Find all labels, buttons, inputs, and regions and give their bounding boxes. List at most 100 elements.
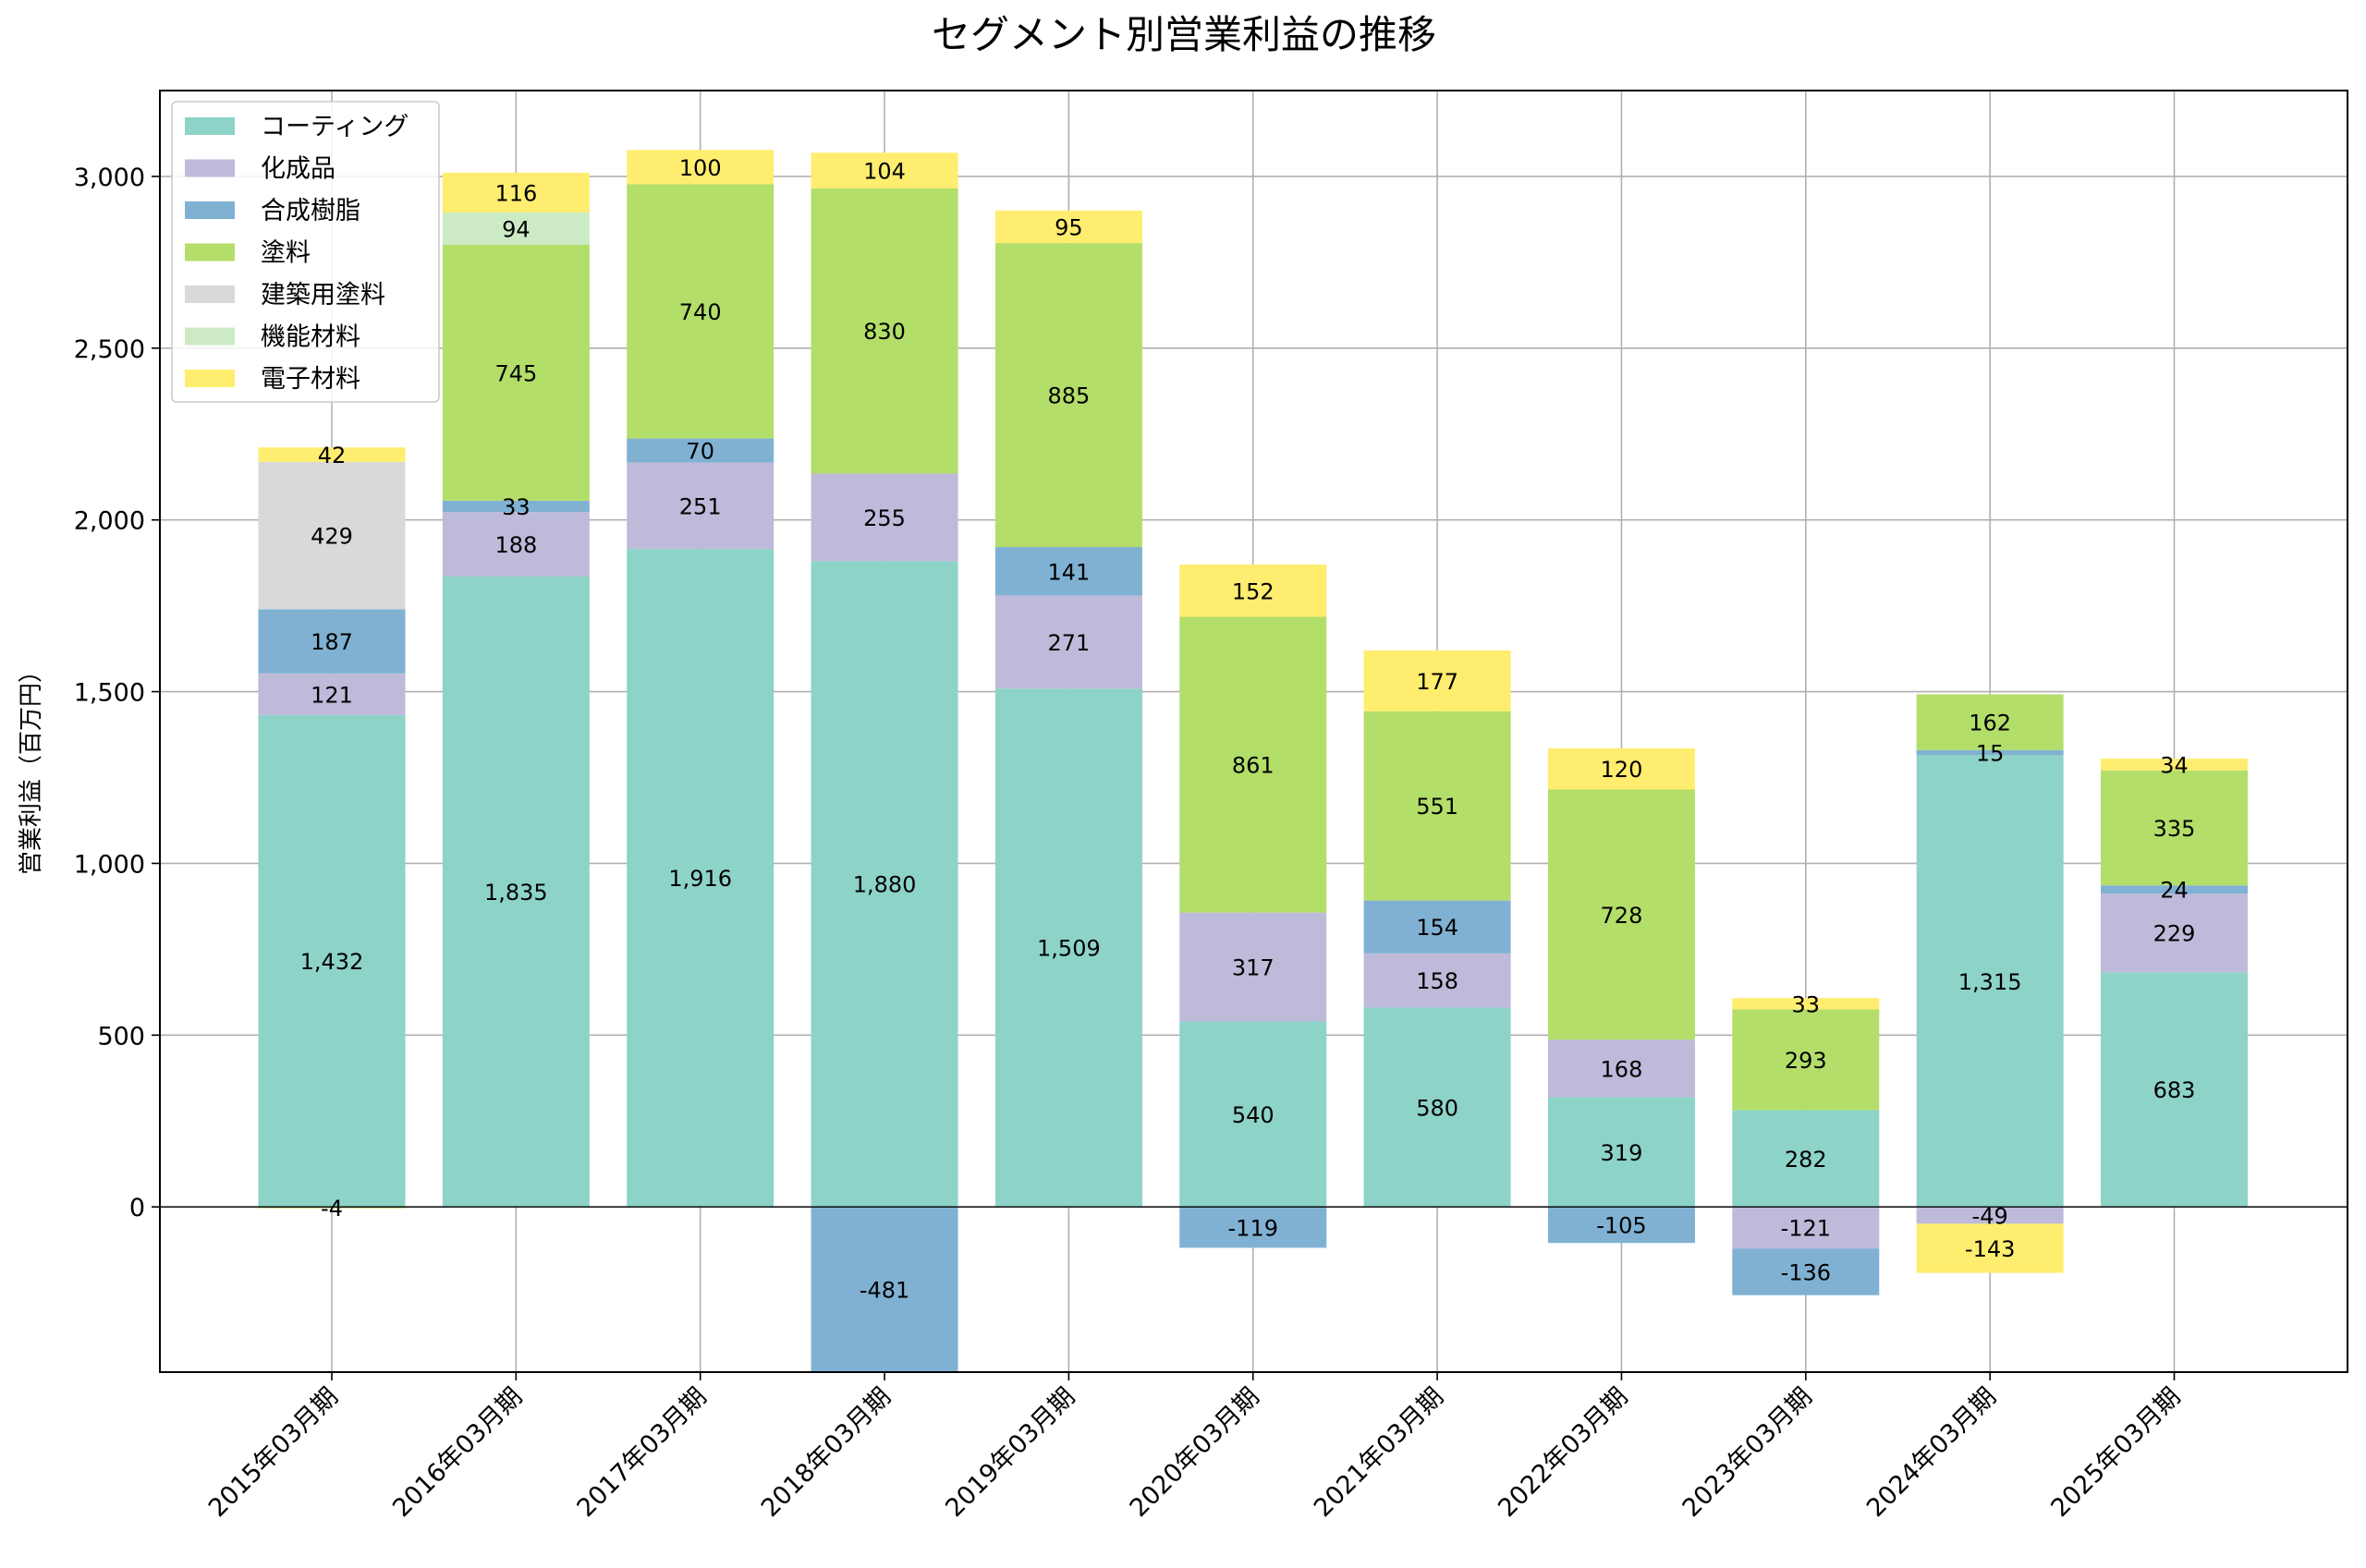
bar-value-label: -481 (860, 1278, 909, 1304)
bar-segment (1732, 1110, 1880, 1208)
bar-segment (258, 1207, 406, 1209)
bar-value-label: 1,315 (1958, 969, 2022, 995)
bar-segment (1547, 1097, 1695, 1208)
bar-value-label: 1,835 (484, 880, 548, 906)
legend-swatch (185, 117, 235, 135)
bar-segment (811, 188, 958, 474)
bar-value-label: 1,880 (853, 872, 917, 898)
bar-segment (1363, 1007, 1511, 1208)
bar-value-label: -4 (321, 1196, 343, 1222)
bar-value-label: 229 (2153, 921, 2196, 947)
bar-segment (1547, 1207, 1695, 1244)
bar-value-label: -49 (1972, 1203, 2008, 1229)
bar-segment (811, 152, 958, 188)
bar-segment (627, 548, 774, 1208)
bar-value-label: 885 (1047, 383, 1090, 409)
x-tick-label: 2025年03月期 (2045, 1382, 2186, 1523)
bar-segment (1363, 900, 1511, 954)
bar-value-label: -119 (1228, 1215, 1278, 1241)
bar-segment (1363, 711, 1511, 901)
bar-segment (258, 673, 406, 715)
bar-segment (1732, 1009, 1880, 1111)
legend-swatch (185, 370, 235, 387)
bar-value-label: 121 (311, 682, 353, 708)
bar-segment (442, 172, 590, 213)
bar-segment (1732, 1207, 1880, 1249)
y-tick-label: 2,500 (74, 335, 145, 364)
bar-value-label: 34 (2160, 752, 2189, 778)
x-tick-label: 2022年03月期 (1493, 1382, 1633, 1523)
bar-value-label: 104 (863, 159, 906, 185)
x-tick-label: 2018年03月期 (756, 1382, 896, 1523)
bar-value-label: 152 (1232, 578, 1274, 604)
bar-segment (627, 150, 774, 185)
legend-swatch (185, 286, 235, 303)
bar-segment (811, 561, 958, 1208)
bar-segment (2101, 885, 2248, 894)
bar-value-label: 24 (2160, 878, 2189, 904)
bar-segment (994, 595, 1142, 689)
x-tick-label: 2017年03月期 (572, 1382, 713, 1523)
bar-value-label: 1,509 (1037, 936, 1101, 962)
y-tick-label: 1,500 (74, 679, 145, 708)
bar-segment (442, 244, 590, 501)
bar-value-label: 580 (1416, 1095, 1458, 1121)
bar-value-label: 255 (863, 505, 906, 531)
bar-segment (1363, 953, 1511, 1008)
bar-value-label: 551 (1416, 794, 1458, 820)
bar-value-label: 94 (502, 216, 531, 242)
bar-value-label: -105 (1596, 1213, 1646, 1239)
bar-value-label: 187 (311, 629, 353, 655)
bar-segment (1547, 748, 1695, 790)
bar-segment (2101, 972, 2248, 1208)
bar-segment (1179, 565, 1327, 617)
bar-segment (994, 243, 1142, 548)
bar-segment (442, 500, 590, 513)
bar-segment (1916, 1207, 2064, 1224)
bar-value-label: 188 (494, 532, 537, 558)
legend-box (171, 101, 440, 403)
x-tick-label: 2016年03月期 (387, 1382, 528, 1523)
x-tick-label: 2020年03月期 (1125, 1382, 1265, 1523)
legend-swatch (185, 327, 235, 346)
bars-layer (258, 150, 2248, 1372)
bar-segment (1732, 998, 1880, 1010)
bar-value-label: 683 (2153, 1077, 2196, 1103)
bar-segment (1179, 1021, 1327, 1208)
bar-value-label: 168 (1601, 1056, 1643, 1082)
bar-segment (627, 438, 774, 463)
bar-segment (1179, 616, 1327, 913)
bar-segment (627, 184, 774, 439)
bar-value-label: 42 (318, 443, 347, 468)
bar-value-label: 1,432 (300, 949, 364, 975)
bar-value-label: 162 (1969, 711, 2011, 736)
legend-label: 合成樹脂 (261, 197, 360, 225)
bar-segment (994, 210, 1142, 244)
x-tick-label: 2021年03月期 (1309, 1382, 1449, 1523)
legend-label: 塗料 (261, 239, 311, 268)
y-tick-label: 500 (97, 1022, 145, 1051)
bar-value-label: -143 (1965, 1236, 2015, 1262)
bar-value-label: 540 (1232, 1102, 1274, 1128)
bar-segment (2101, 770, 2248, 886)
y-tick-label: 1,000 (74, 850, 145, 879)
legend-label: コーティング (261, 113, 409, 141)
bar-value-label: 317 (1232, 955, 1274, 981)
bar-value-label: 95 (1055, 214, 1083, 240)
bar-value-label: 100 (679, 155, 722, 181)
bar-value-label: 745 (494, 360, 537, 386)
bar-value-label: 120 (1601, 757, 1643, 783)
bar-segment (2101, 759, 2248, 771)
bar-value-label: 33 (1792, 991, 1821, 1017)
bar-value-label: 429 (311, 524, 353, 550)
bar-segment (258, 609, 406, 674)
bar-segment (442, 212, 590, 245)
x-tick-label: 2023年03月期 (1677, 1382, 1818, 1523)
bar-segment (1363, 650, 1511, 711)
bar-value-label: 740 (679, 299, 722, 325)
legend-label: 化成品 (261, 155, 335, 184)
chart-title: セグメント別営業利益の推移 (932, 12, 1436, 57)
bar-value-label: 158 (1416, 968, 1458, 994)
